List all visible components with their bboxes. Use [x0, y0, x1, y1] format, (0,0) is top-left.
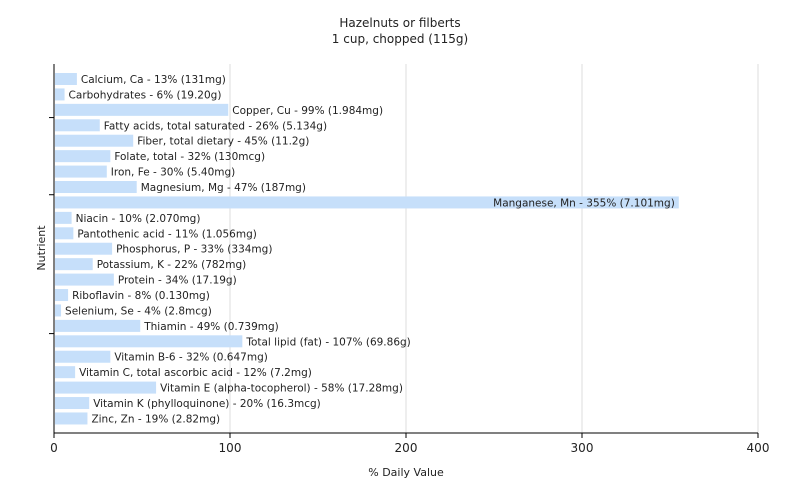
bar [55, 397, 90, 410]
bar [55, 165, 107, 178]
bar [55, 88, 65, 101]
grid-lines [229, 64, 759, 433]
bar [55, 196, 679, 209]
bar [55, 366, 76, 379]
x-tick-label: 0 [50, 441, 58, 455]
bar [55, 319, 141, 332]
bar [55, 211, 72, 224]
bar-label: Vitamin E (alpha-tocopherol) - 58% (17.2… [160, 383, 403, 395]
bar [55, 181, 137, 194]
chart-title: Hazelnuts or filberts [339, 16, 461, 30]
bar [55, 258, 93, 271]
bar-label: Calcium, Ca - 13% (131mg) [81, 74, 226, 86]
bar-label: Selenium, Se - 4% (2.8mcg) [65, 305, 212, 317]
bar-label: Riboflavin - 8% (0.130mg) [72, 290, 210, 302]
bar [55, 119, 100, 132]
bar [55, 242, 113, 255]
bar-label: Fiber, total dietary - 45% (11.2g) [137, 136, 309, 148]
bar [55, 73, 77, 85]
chart-title-block: Hazelnuts or filberts 1 cup, chopped (11… [0, 15, 800, 47]
bar [55, 412, 88, 425]
bar [55, 273, 114, 286]
x-ticks: 0 100 200 300 400 [49, 117, 770, 455]
bar-label: Phosphorus, P - 33% (334mg) [116, 244, 272, 256]
bar-label: Manganese, Mn - 355% (7.101mg) [493, 197, 675, 209]
bar-label: Niacin - 10% (2.070mg) [76, 213, 201, 225]
bar-label: Vitamin K (phylloquinone) - 20% (16.3mcg… [93, 398, 321, 410]
bar-label: Thiamin - 49% (0.739mg) [143, 321, 279, 333]
x-axis-title: % Daily Value [368, 466, 444, 479]
chart-subtitle: 1 cup, chopped (115g) [331, 32, 469, 46]
x-tick-label: 200 [395, 441, 418, 455]
bar [55, 134, 134, 147]
bar-label: Zinc, Zn - 19% (2.82mg) [91, 413, 220, 425]
bar-label: Copper, Cu - 99% (1.984mg) [232, 105, 383, 117]
bar [55, 150, 111, 163]
bar-label: Total lipid (fat) - 107% (69.86g) [245, 336, 410, 348]
bar [55, 350, 111, 363]
bar-label: Vitamin B-6 - 32% (0.647mg) [114, 352, 268, 364]
bar [55, 335, 243, 348]
bar-label: Vitamin C, total ascorbic acid - 12% (7.… [79, 367, 312, 379]
x-tick-label: 300 [571, 441, 594, 455]
bar-label: Folate, total - 32% (130mcg) [114, 151, 265, 163]
bar [55, 227, 74, 240]
bar-label: Magnesium, Mg - 47% (187mg) [141, 182, 306, 194]
bar-label: Carbohydrates - 6% (19.20g) [69, 89, 222, 101]
bars: Calcium, Ca - 13% (131mg) Carbohydrates -… [55, 73, 679, 425]
x-tick-label: 100 [219, 441, 242, 455]
bar-label: Pantothenic acid - 11% (1.056mg) [77, 228, 256, 240]
bar [55, 304, 62, 317]
x-tick-label: 400 [747, 441, 770, 455]
bar-label: Fatty acids, total saturated - 26% (5.13… [104, 120, 327, 132]
bar [55, 381, 157, 394]
bar [55, 103, 229, 116]
bar-label: Iron, Fe - 30% (5.40mg) [111, 167, 235, 179]
bar-label: Protein - 34% (17.19g) [118, 275, 237, 287]
bar-label: Potassium, K - 22% (782mg) [97, 259, 247, 271]
bar [55, 289, 69, 302]
y-axis-title: Nutrient [35, 225, 48, 271]
